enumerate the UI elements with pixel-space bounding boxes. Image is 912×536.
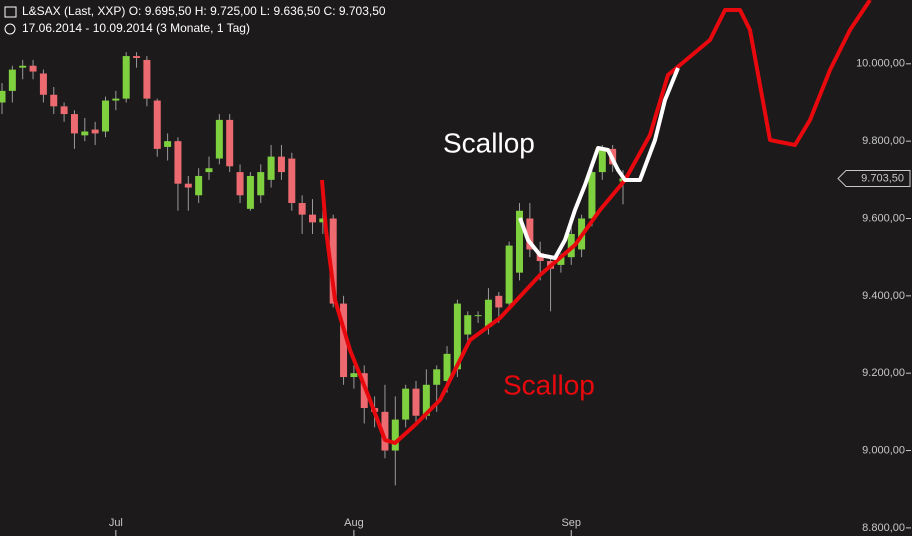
y-tick-label: 10.000,00 bbox=[856, 58, 905, 70]
candle-body bbox=[184, 183, 192, 188]
candle-body bbox=[536, 253, 544, 262]
candle-body bbox=[433, 369, 441, 385]
candle-body bbox=[391, 419, 399, 451]
candle-body bbox=[19, 65, 27, 68]
header: L&SAX (Last, XXP) O: 9.695,50 H: 9.725,0… bbox=[4, 4, 386, 35]
candle-body bbox=[516, 210, 523, 273]
y-tick-label: 9.400,00 bbox=[862, 290, 905, 302]
candle-body bbox=[236, 172, 244, 196]
header-text: L&SAX (Last, XXP) O: 9.695,50 H: 9.725,0… bbox=[22, 4, 386, 18]
candle-body bbox=[598, 148, 606, 173]
candle-body bbox=[143, 59, 151, 99]
y-tick-label: 9.200,00 bbox=[862, 367, 905, 379]
icon bbox=[4, 6, 17, 18]
candle-body bbox=[8, 69, 16, 91]
candle-body bbox=[0, 90, 6, 103]
candle-body bbox=[588, 172, 596, 219]
candle-body bbox=[288, 158, 296, 204]
candle-body bbox=[453, 303, 461, 370]
candle-body bbox=[91, 129, 99, 134]
y-tick-label: 9.600,00 bbox=[862, 212, 905, 224]
candle-body bbox=[153, 100, 161, 149]
candle-body bbox=[329, 218, 337, 304]
candle-body bbox=[60, 106, 68, 115]
candle-body bbox=[205, 168, 213, 173]
annotation: Scallop bbox=[503, 369, 595, 400]
candle-body bbox=[39, 73, 47, 95]
candle-body bbox=[443, 353, 451, 381]
candle-body bbox=[474, 315, 482, 317]
x-tick-label: Sep bbox=[561, 517, 581, 529]
candle-body bbox=[381, 411, 389, 451]
candle-body bbox=[464, 315, 472, 335]
candle-body bbox=[29, 65, 37, 72]
candle-body bbox=[298, 203, 306, 215]
candle-body bbox=[215, 119, 223, 159]
candle-body bbox=[277, 156, 285, 173]
candle-body bbox=[495, 295, 503, 308]
candle-body bbox=[350, 373, 358, 378]
candle-body bbox=[174, 141, 182, 184]
subheader-text: 17.06.2014 - 10.09.2014 (3 Monate, 1 Tag… bbox=[22, 21, 250, 35]
candle-body bbox=[122, 56, 130, 99]
candle-body bbox=[246, 175, 254, 209]
candle-body bbox=[340, 303, 348, 378]
candle-body bbox=[309, 214, 316, 223]
annotation: Scallop bbox=[443, 127, 535, 158]
candle-body bbox=[267, 156, 275, 180]
candle-body bbox=[319, 218, 327, 223]
candle-body bbox=[526, 218, 534, 250]
candle-body bbox=[567, 233, 575, 258]
candle-body bbox=[402, 388, 410, 420]
candle-body bbox=[133, 56, 141, 59]
candle-body bbox=[226, 119, 234, 167]
scallop-line-white bbox=[518, 67, 680, 260]
candle-body bbox=[102, 100, 109, 132]
last-price-marker bbox=[837, 169, 911, 187]
candles bbox=[0, 52, 627, 486]
candle-body bbox=[81, 131, 89, 136]
x-tick-label: Aug bbox=[344, 517, 364, 529]
candle-body bbox=[505, 245, 513, 304]
candle-body bbox=[50, 94, 58, 107]
y-tick-label: 9.800,00 bbox=[862, 135, 905, 147]
candle-body bbox=[422, 384, 430, 416]
y-tick-label: 9.000,00 bbox=[862, 444, 905, 456]
candle-body bbox=[484, 299, 492, 327]
x-tick-label: Jul bbox=[109, 517, 123, 529]
candle-body bbox=[70, 114, 78, 134]
candle-body bbox=[557, 257, 565, 265]
candle-body bbox=[164, 141, 172, 147]
scallop-line-red bbox=[320, 0, 872, 445]
clock-icon bbox=[4, 23, 16, 35]
candle-body bbox=[195, 175, 203, 196]
candle-body bbox=[412, 388, 420, 416]
y-tick-label: 8.800,00 bbox=[862, 522, 905, 534]
candle-body bbox=[112, 98, 120, 101]
axis: 8.800,00 9.000,00 9.200,00 9.400,00 9.600,00… bbox=[109, 58, 911, 536]
candle-body bbox=[257, 172, 265, 196]
last-price-label: 9.703,50 bbox=[861, 172, 904, 184]
